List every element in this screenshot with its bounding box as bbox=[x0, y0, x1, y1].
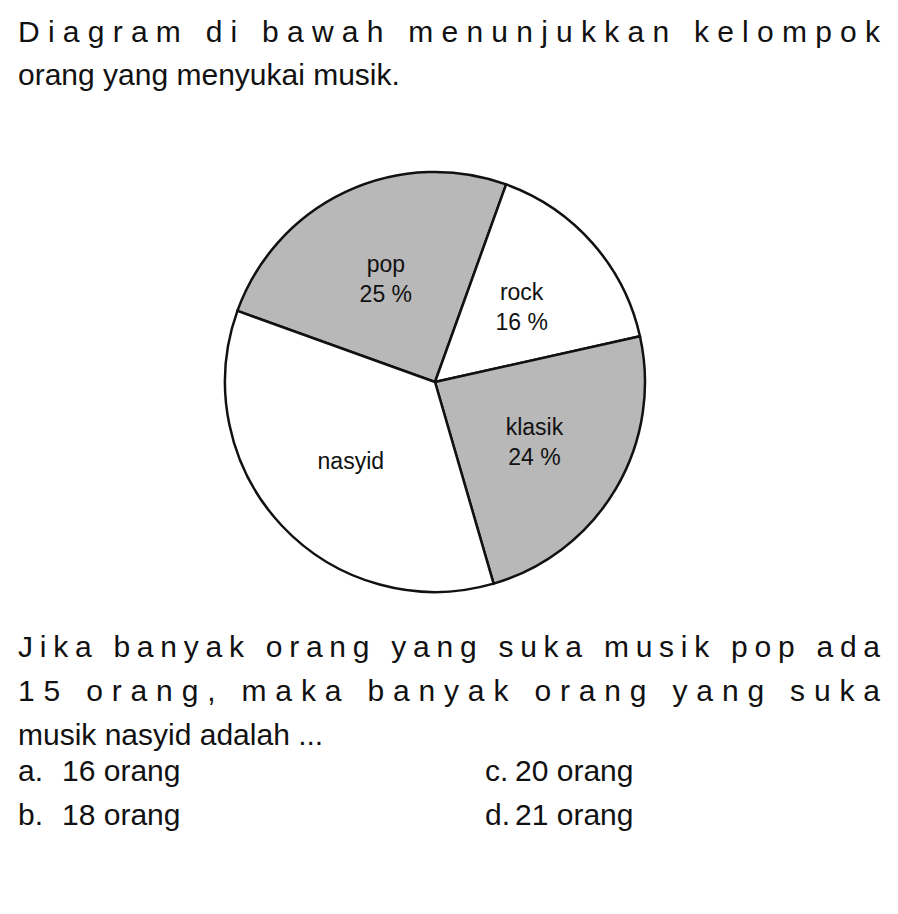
option-letter: b. bbox=[18, 798, 43, 831]
option-letter: a. bbox=[18, 754, 43, 787]
pie: pop 25 % rock 16 % klasik 24 % nasyid bbox=[225, 172, 645, 592]
question-text: musik nasyid adalah ... bbox=[18, 718, 323, 751]
slice-label: pop bbox=[367, 250, 405, 276]
slice-label: rock bbox=[500, 279, 544, 305]
option-text: 16 orang bbox=[62, 754, 180, 787]
option-text: 18 orang bbox=[62, 798, 180, 831]
option-text: 20 orang bbox=[515, 754, 633, 787]
question-text: Jika banyak orang yang suka musik pop ad… bbox=[18, 630, 880, 663]
intro-text: Diagram di bawah menunjukkan kelompok bbox=[18, 15, 881, 48]
slice-label: klasik bbox=[506, 414, 564, 440]
option-text: 21 orang bbox=[515, 798, 633, 831]
option-letter: d. bbox=[485, 798, 510, 831]
page: Diagram di bawah menunjukkan kelompok ora… bbox=[0, 0, 898, 914]
intro-text: orang yang menyukai musik. bbox=[18, 58, 400, 91]
slice-value-label: 16 % bbox=[495, 309, 547, 335]
slice-value-label: 24 % bbox=[508, 444, 560, 470]
question-text: 15 orang, maka banyak orang yang suka bbox=[18, 674, 880, 707]
option-letter: c. bbox=[485, 754, 508, 787]
slice-value-label: 25 % bbox=[360, 280, 412, 306]
slice-label: nasyid bbox=[318, 448, 384, 474]
pie-slice bbox=[225, 311, 494, 592]
